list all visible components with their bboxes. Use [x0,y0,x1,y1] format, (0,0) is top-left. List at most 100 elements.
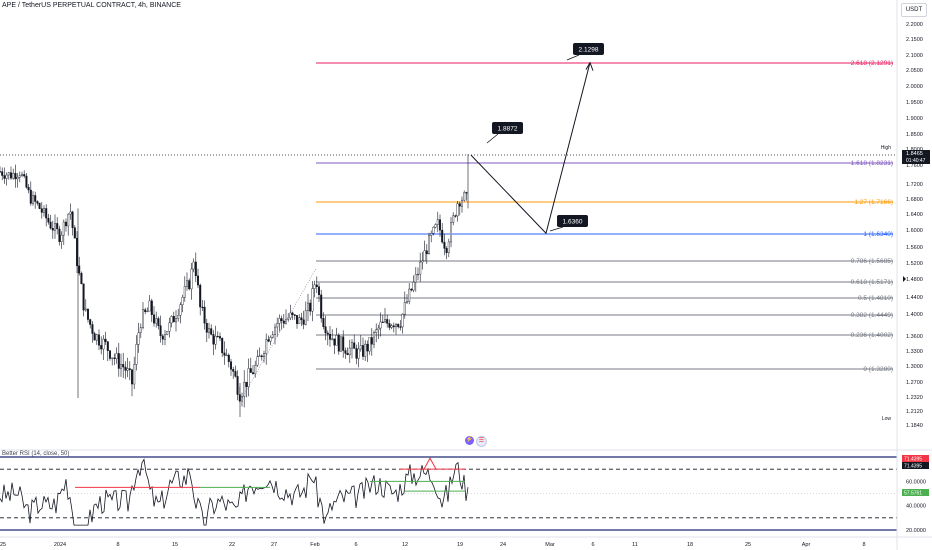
candle-body [12,172,15,179]
candle-body [27,187,30,191]
candle-body [49,221,52,229]
rsi-tick-label: 20.0000 [906,528,926,534]
candle-body [229,361,232,370]
candle-body [89,319,92,325]
rsi-tick-label: 60.0000 [906,479,926,485]
projection-path: 1.8872 1.6360 2.1298 [470,43,604,235]
candle-body [375,329,378,334]
candle-body [439,219,442,231]
fib-level-label: 0 (1.3280) [863,366,893,373]
candle-body [245,381,248,388]
candle-body [0,171,2,173]
candle-body [454,215,457,217]
rsi-badge [902,455,929,462]
price-tick-label: 1.4800 [906,277,923,283]
candle-body [344,350,347,354]
rsi-badge-label: 57.5761 [904,491,922,497]
candle-body [144,309,147,312]
candle-body [40,208,43,213]
candle-body [100,345,103,350]
candle-body [463,192,466,201]
flag-icon[interactable]: ☰ [476,436,487,447]
candle-body [362,345,365,357]
price-tick-label: 1.6800 [906,197,923,203]
candle-body [434,224,437,228]
candle-body [67,213,70,227]
candle-body [465,192,468,194]
candle-body [364,343,367,357]
candle-body [3,175,6,179]
rsi-line [0,458,469,526]
projection-pointer [549,226,564,232]
candle-body [137,332,140,345]
candle-body [32,195,35,204]
candle-body [58,228,61,242]
candle-body [388,323,391,328]
candle-body [269,337,272,342]
projection-line [470,62,591,235]
candle-body [390,325,393,328]
candle-body [155,318,158,324]
projection-label: 2.1298 [579,47,599,54]
candle-body [51,227,54,231]
time-tick-label: 8 [862,542,865,548]
candle-body [7,172,10,176]
candle-body [313,284,316,289]
candle-body [122,364,125,368]
time-tick-label: 25 [0,542,6,548]
rsi-badge-label: 71.4395 [904,464,922,470]
candle-body [265,339,268,354]
candle-body [414,274,417,283]
rsi-badge [902,489,929,496]
candle-body [236,376,239,395]
candle-body [163,334,166,340]
candle-body [212,334,215,345]
price-tick-label: 1.5200 [906,261,923,267]
candle-body [91,324,94,334]
candle-body [267,339,270,342]
projection-arrowhead [585,61,594,71]
candle-body [432,226,435,234]
candle-body [78,265,81,274]
candle-body [337,335,340,352]
candle-body [335,335,338,346]
candle-body [357,348,360,359]
candle-body [278,318,281,324]
candle-body [430,233,433,236]
candle-body [412,281,415,291]
candle-body [298,317,301,324]
lightning-icon[interactable]: ⚡ [465,436,474,445]
fib-level-label: 1.618 (1.8231) [851,160,893,167]
candle-body [307,302,310,311]
candle-body [214,335,217,345]
candle-body [5,174,8,179]
candle-body [192,261,195,270]
candle-body [64,221,67,227]
candle-body [276,323,279,328]
candle-body [210,328,213,335]
candle-body [152,314,155,324]
time-tick-label: 11 [632,542,638,548]
candle-body [296,315,299,324]
candle-body [240,396,243,402]
candle-body [428,235,431,255]
candle-body [331,338,334,340]
fib-level-label: 0.786 (1.5685) [851,258,893,265]
candle-body [436,219,439,225]
currency-button[interactable]: USDT [901,3,927,17]
candle-body [329,333,332,340]
candle-body [249,368,252,373]
candle-body [18,175,21,178]
candle-body [150,300,153,316]
candle-body [419,261,422,275]
candle-body [373,332,376,345]
candle-body [289,312,292,319]
candle-body [445,248,448,253]
candle-body [333,338,336,346]
candle-body [216,335,219,338]
time-tick-label: 27 [271,542,277,548]
candle-body [443,241,446,249]
candle-body [320,294,323,319]
rsi-tick-label: 40.0000 [906,504,926,510]
candle-body [384,319,387,323]
